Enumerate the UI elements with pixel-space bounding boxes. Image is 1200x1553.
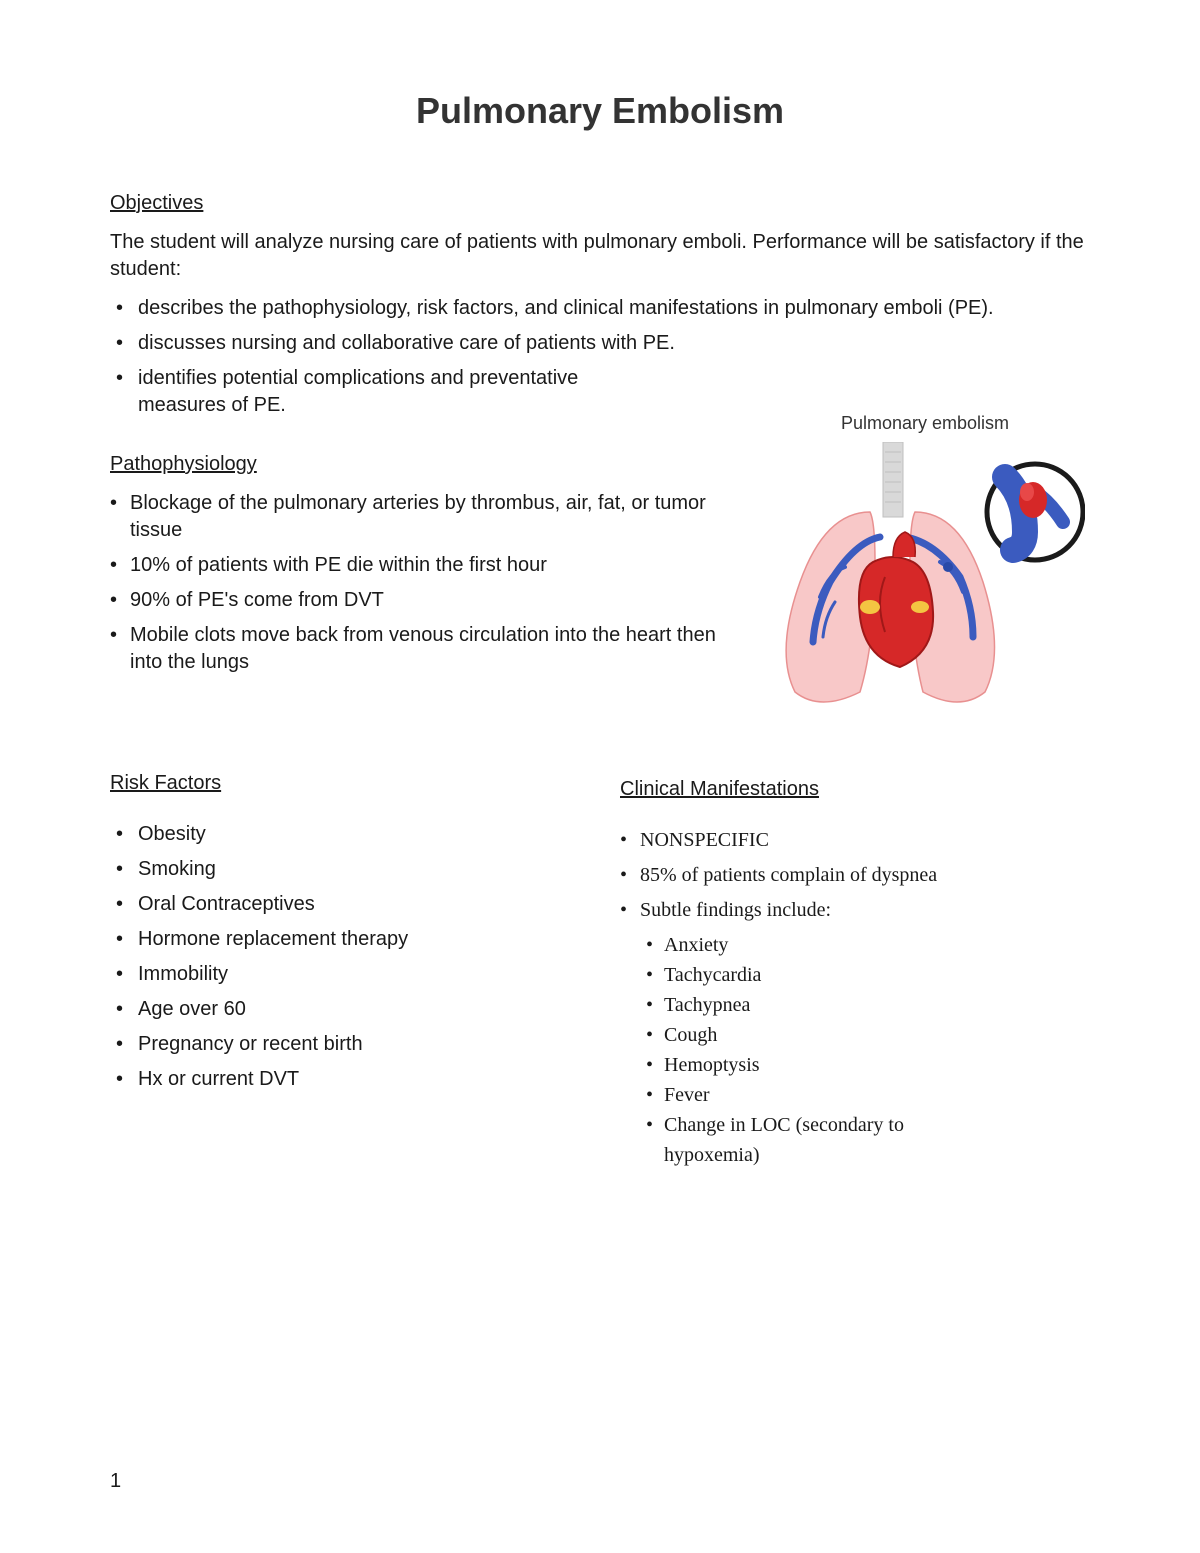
list-item: describes the pathophysiology, risk fact…: [110, 295, 1090, 322]
list-item: Smoking: [110, 856, 580, 883]
list-item: Hx or current DVT: [110, 1066, 580, 1093]
page-title: Pulmonary Embolism: [110, 90, 1090, 132]
list-item: Subtle findings include: Anxiety Tachyca…: [620, 897, 940, 1170]
objectives-section: Objectives The student will analyze nurs…: [110, 192, 1090, 419]
clinical-list: NONSPECIFIC 85% of patients complain of …: [620, 827, 940, 1170]
figure-caption: Pulmonary embolism: [760, 413, 1090, 434]
list-item: Obesity: [110, 821, 580, 848]
list-item: Tachypnea: [640, 990, 940, 1020]
objectives-list: describes the pathophysiology, risk fact…: [110, 295, 1090, 419]
list-item: discusses nursing and collaborative care…: [110, 330, 1090, 357]
list-item: Change in LOC (secondary to hypoxemia): [640, 1110, 940, 1170]
clinical-heading: Clinical Manifestations: [620, 778, 1090, 801]
list-item: Pregnancy or recent birth: [110, 1031, 580, 1058]
pathophysiology-text: Pathophysiology Blockage of the pulmonar…: [110, 453, 740, 712]
list-item-label: Subtle findings include:: [640, 899, 831, 921]
lungs-diagram-icon: [765, 442, 1085, 712]
list-item: Oral Contraceptives: [110, 891, 580, 918]
list-item: Tachycardia: [640, 960, 940, 990]
risk-factors-heading: Risk Factors: [110, 772, 580, 795]
list-item: Immobility: [110, 961, 580, 988]
list-item: NONSPECIFIC: [620, 827, 940, 854]
page-number: 1: [110, 1470, 121, 1493]
list-item: Cough: [640, 1020, 940, 1050]
objectives-intro: The student will analyze nursing care of…: [110, 229, 1090, 283]
risk-factors-column: Risk Factors Obesity Smoking Oral Contra…: [110, 772, 580, 1178]
pathophysiology-figure: Pulmonary embolism: [760, 413, 1090, 712]
two-column-section: Risk Factors Obesity Smoking Oral Contra…: [110, 772, 1090, 1178]
list-item: identifies potential complications and p…: [110, 365, 630, 419]
pathophysiology-section: Pathophysiology Blockage of the pulmonar…: [110, 453, 1090, 712]
list-item: Blockage of the pulmonary arteries by th…: [110, 490, 740, 544]
page: Pulmonary Embolism Objectives The studen…: [0, 0, 1200, 1218]
list-item: Fever: [640, 1080, 940, 1110]
clinical-sublist: Anxiety Tachycardia Tachypnea Cough Hemo…: [640, 930, 940, 1170]
list-item: 10% of patients with PE die within the f…: [110, 552, 740, 579]
list-item: 85% of patients complain of dyspnea: [620, 862, 940, 889]
list-item: Age over 60: [110, 996, 580, 1023]
list-item: Hemoptysis: [640, 1050, 940, 1080]
pathophysiology-list: Blockage of the pulmonary arteries by th…: [110, 490, 740, 676]
pathophysiology-heading: Pathophysiology: [110, 453, 740, 476]
list-item: Anxiety: [640, 930, 940, 960]
list-item: Hormone replacement therapy: [110, 926, 580, 953]
list-item: Mobile clots move back from venous circu…: [110, 622, 740, 676]
list-item: 90% of PE's come from DVT: [110, 587, 740, 614]
objectives-heading: Objectives: [110, 192, 1090, 215]
risk-factors-list: Obesity Smoking Oral Contraceptives Horm…: [110, 821, 580, 1093]
clinical-column: Clinical Manifestations NONSPECIFIC 85% …: [620, 772, 1090, 1178]
